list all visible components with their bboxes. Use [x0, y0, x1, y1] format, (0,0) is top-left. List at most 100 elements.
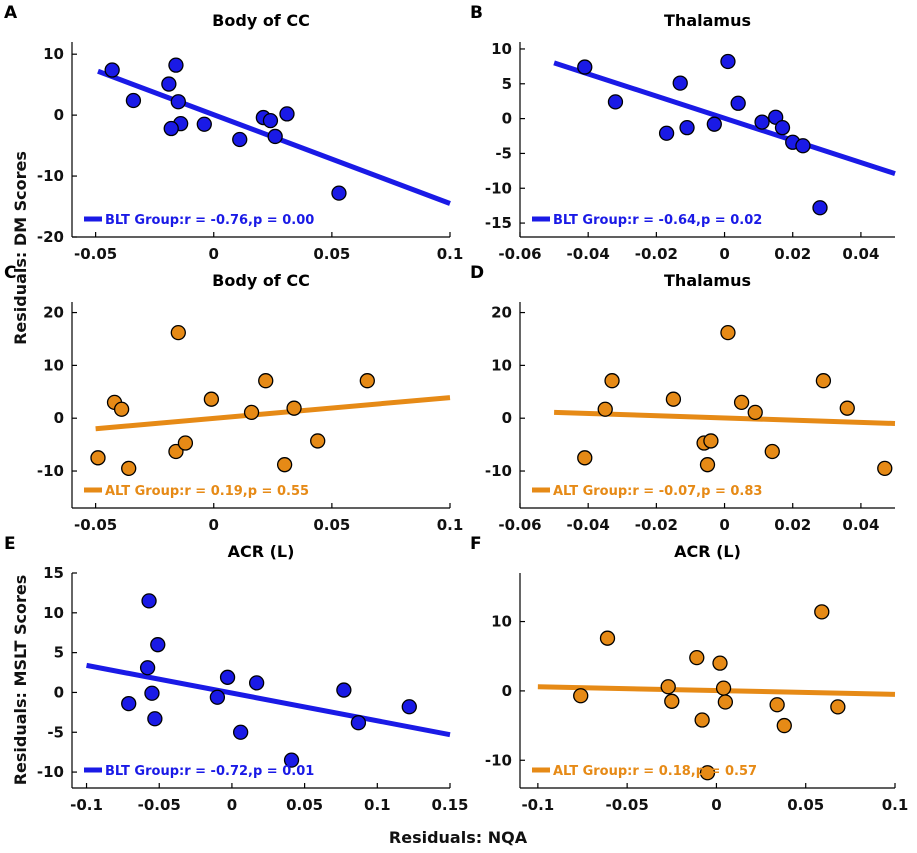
- x-tick-label: 0.05: [286, 796, 323, 814]
- regression-line: [553, 60, 896, 177]
- data-point: [359, 373, 375, 389]
- data-point: [90, 450, 106, 466]
- data-point: [747, 404, 763, 421]
- x-axis-title: Residuals: NQA: [389, 828, 528, 847]
- data-point: [196, 116, 212, 132]
- x-tick-label: 0.05: [313, 245, 350, 263]
- data-point: [720, 324, 736, 341]
- x-tick-label: -0.05: [138, 796, 181, 814]
- data-point: [689, 649, 705, 666]
- data-point: [814, 604, 830, 620]
- x-tick-label: 0: [711, 796, 721, 814]
- x-tick-label: -0.04: [567, 245, 610, 263]
- data-point: [754, 114, 770, 130]
- panel-letter: C: [4, 263, 16, 283]
- x-tick-label: -0.05: [74, 516, 117, 534]
- data-point: [203, 391, 220, 407]
- y-tick-label: 10: [491, 356, 512, 374]
- data-point: [262, 112, 279, 129]
- x-tick-label: -0.1: [70, 796, 103, 814]
- panel-d: -0.06 -0.04 -0.02 0 0.02 0.04 20 10 0 -10 Thalamus…: [470, 263, 896, 534]
- y-axis-title-mslt: Residuals: MSLT Scores: [11, 575, 30, 786]
- y-tick-label: -10: [37, 763, 64, 781]
- x-tick-label: -0.02: [635, 516, 678, 534]
- y-tick-label: -10: [37, 167, 64, 185]
- y-tick-label: 10: [491, 613, 512, 631]
- legend-label: BLT Group:r = -0.76,p = 0.00: [105, 213, 314, 228]
- y-tick-label: 0: [54, 106, 64, 124]
- y-tick-label: 0: [502, 682, 512, 700]
- data-point: [219, 669, 236, 685]
- data-point: [703, 433, 719, 449]
- data-point: [577, 450, 593, 466]
- y-tick-label: 0: [54, 409, 64, 427]
- y-tick-label: -5: [47, 723, 64, 741]
- y-tick-label: 0: [502, 110, 512, 128]
- data-point: [283, 752, 300, 768]
- x-tick-label: 0: [227, 796, 237, 814]
- panel-title: Body of CC: [212, 271, 310, 290]
- panel-title: Body of CC: [212, 11, 310, 30]
- data-point: [267, 128, 283, 145]
- data-point: [665, 391, 682, 407]
- data-point: [163, 120, 179, 137]
- y-tick-label: -10: [485, 751, 512, 769]
- legend-label: BLT Group:r = -0.64,p = 0.02: [553, 213, 762, 228]
- x-tick-label: 0.04: [842, 245, 879, 263]
- y-tick-label: 5: [54, 644, 64, 662]
- y-tick-label: -20: [37, 228, 64, 246]
- data-point: [141, 593, 157, 609]
- data-point: [177, 435, 194, 451]
- data-point: [401, 699, 417, 715]
- x-tick-label: 0.02: [774, 516, 811, 534]
- data-point: [764, 443, 780, 460]
- data-point: [286, 400, 302, 416]
- data-point: [577, 59, 593, 75]
- data-point: [715, 680, 732, 696]
- data-point: [776, 717, 792, 734]
- x-tick-label: -0.02: [635, 245, 678, 263]
- y-tick-label: 5: [502, 75, 512, 93]
- data-point: [125, 92, 142, 109]
- data-point: [694, 712, 710, 728]
- data-point: [139, 660, 156, 676]
- x-tick-label: -0.06: [498, 245, 541, 263]
- y-tick-label: -10: [37, 462, 64, 480]
- data-point: [104, 62, 120, 78]
- x-tick-label: 0.05: [313, 516, 350, 534]
- panel-title: ACR (L): [674, 542, 741, 561]
- panel-e: -0.1 -0.05 0 0.05 0.1 0.15 15 10 5 0 -5 -10 ACR (L) E…: [4, 534, 469, 814]
- data-point: [121, 460, 137, 477]
- y-tick-label: -10: [485, 462, 512, 480]
- x-tick-label: 0.05: [787, 796, 824, 814]
- panel-letter: F: [470, 534, 482, 554]
- data-point: [706, 116, 722, 132]
- y-tick-label: 10: [43, 45, 64, 63]
- data-point: [350, 715, 367, 731]
- legend-label: ALT Group:r = 0.19,p = 0.55: [105, 484, 309, 499]
- data-point: [815, 373, 832, 389]
- data-point: [830, 699, 846, 715]
- data-point: [168, 57, 184, 73]
- data-point: [717, 694, 734, 710]
- data-point: [712, 655, 728, 671]
- legend-label: ALT Group:r = 0.18,p = 0.57: [553, 764, 757, 779]
- data-point: [121, 695, 137, 712]
- data-point: [113, 401, 130, 417]
- y-tick-label: 0: [54, 683, 64, 701]
- panels: -0.05 0 0.05 0.1 10 0 -10 -20 Body of CC A BLT Gro…: [4, 3, 908, 814]
- panel-b: -0.06 -0.04 -0.02 0 0.02 0.04 10 5 0 -5 -10 -15 Thal…: [470, 3, 896, 263]
- data-point: [209, 689, 226, 705]
- data-point: [720, 53, 736, 70]
- data-point: [279, 106, 295, 122]
- x-tick-label: -0.04: [567, 516, 610, 534]
- data-point: [144, 685, 160, 701]
- x-tick-label: -0.05: [606, 796, 649, 814]
- x-tick-label: -0.05: [74, 245, 117, 263]
- y-tick-label: 0: [502, 409, 512, 427]
- data-point: [839, 400, 855, 416]
- data-point: [168, 443, 184, 460]
- data-point: [248, 675, 265, 691]
- data-point: [607, 94, 624, 110]
